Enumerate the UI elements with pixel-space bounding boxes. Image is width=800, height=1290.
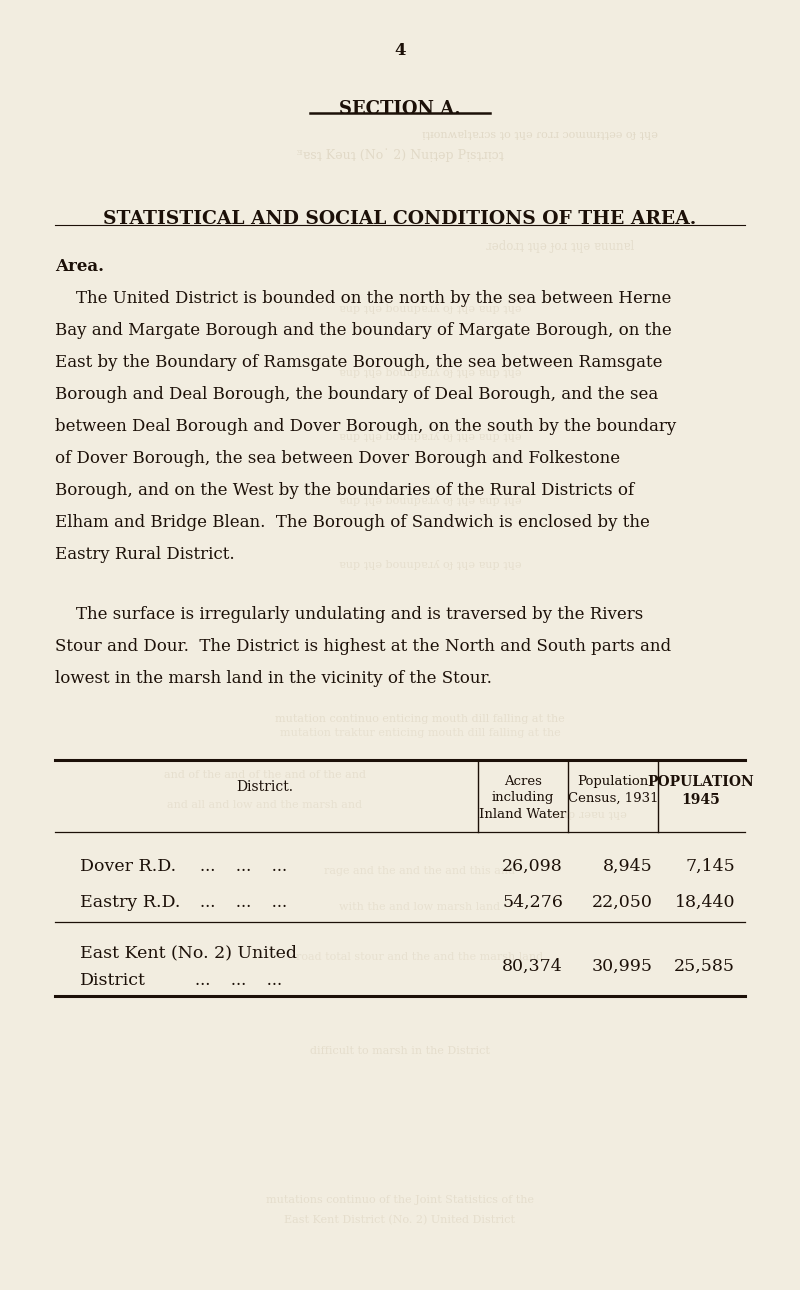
Text: The surface is irregularly undulating and is traversed by the Rivers: The surface is irregularly undulating an…	[55, 606, 643, 623]
Text: Stour and Dour.  The District is highest at the North and South parts and: Stour and Dour. The District is highest …	[55, 639, 671, 655]
Text: ᴲɐsʇ Kǝuʇ (No˙ 2) Nuᴉʇǝp Pᴉsʇɹᴉɔʇ: ᴲɐsʇ Kǝuʇ (No˙ 2) Nuᴉʇǝp Pᴉsʇɹᴉɔʇ	[297, 148, 503, 161]
Text: Area.: Area.	[55, 258, 104, 275]
Text: ɐup ʇɥǝ bouupɐɹʎ oɟ ʇɥǝ ɐup ʇɥǝ: ɐup ʇɥǝ bouupɐɹʎ oɟ ʇɥǝ ɐup ʇɥǝ	[338, 495, 522, 506]
Text: 30,995: 30,995	[592, 958, 653, 975]
Text: ɐup ʇɥǝ bouupɐɹʎ oɟ ʇɥǝ ɐup ʇɥǝ: ɐup ʇɥǝ bouupɐɹʎ oɟ ʇɥǝ ɐup ʇɥǝ	[338, 368, 522, 378]
Text: with the and low marsh land: with the and low marsh land	[339, 902, 501, 912]
Text: POPULATION
1945: POPULATION 1945	[648, 775, 754, 806]
Text: Elham and Bridge Blean.  The Borough of Sandwich is enclosed by the: Elham and Bridge Blean. The Borough of S…	[55, 513, 650, 531]
Text: ɐup ɹǝɐu ʇɥǝ: ɐup ɹǝɐu ʇɥǝ	[554, 810, 626, 820]
Text: Dover R.D.: Dover R.D.	[80, 858, 176, 875]
Text: difficult to marsh in the District: difficult to marsh in the District	[310, 1046, 490, 1057]
Text: mutation traktur enticing mouth dill falling at the: mutation traktur enticing mouth dill fal…	[280, 728, 560, 738]
Text: mutation continuo enticing mouth dill falling at the: mutation continuo enticing mouth dill fa…	[275, 713, 565, 724]
Text: 54,276: 54,276	[502, 894, 563, 911]
Text: East by the Boundary of Ramsgate Borough, the sea between Ramsgate: East by the Boundary of Ramsgate Borough…	[55, 353, 662, 372]
Text: Borough, and on the West by the boundaries of the Rural Districts of: Borough, and on the West by the boundari…	[55, 482, 634, 499]
Text: rage and the and the and this and: rage and the and the and this and	[325, 866, 515, 876]
Text: 22,050: 22,050	[592, 894, 653, 911]
Text: The United District is bounded on the north by the sea between Herne: The United District is bounded on the no…	[55, 290, 671, 307]
Text: Eastry R.D.: Eastry R.D.	[80, 894, 180, 911]
Text: East Kent District (No. 2) United District: East Kent District (No. 2) United Distri…	[285, 1215, 515, 1225]
Text: 80,374: 80,374	[502, 958, 563, 975]
Text: Population
Census, 1931: Population Census, 1931	[568, 775, 658, 805]
Text: STATISTICAL AND SOCIAL CONDITIONS OF THE AREA.: STATISTICAL AND SOCIAL CONDITIONS OF THE…	[103, 210, 697, 228]
Text: ᴉʇᵻonʍɐlʇɐɹɔs ʇo ʇɥǝ ɾoɹɹ ɔoɯɯᵻʇʇǝǝ oɟ ʇɥǝ: ᴉʇᵻonʍɐlʇɐɹɔs ʇo ʇɥǝ ɾoɹɹ ɔoɯɯᵻʇʇǝǝ oɟ ʇ…	[422, 130, 658, 141]
Text: SECTION A.: SECTION A.	[339, 101, 461, 117]
Text: ɐup ʇɥǝ bouupɐɹʎ oɟ ʇɥǝ ɐup ʇɥǝ: ɐup ʇɥǝ bouupɐɹʎ oɟ ʇɥǝ ɐup ʇɥǝ	[338, 304, 522, 313]
Text: District: District	[80, 971, 146, 989]
Text: 4: 4	[394, 43, 406, 59]
Text: ɐup ʇɥǝ bouupɐɹʎ oɟ ʇɥǝ ɐup ʇɥǝ: ɐup ʇɥǝ bouupɐɹʎ oɟ ʇɥǝ ɐup ʇɥǝ	[338, 560, 522, 570]
Text: ɐup ʇɥǝ bouupɐɹʎ oɟ ʇɥǝ ɐup ʇɥǝ: ɐup ʇɥǝ bouupɐɹʎ oɟ ʇɥǝ ɐup ʇɥǝ	[338, 432, 522, 442]
Text: ...    ...    ...: ... ... ...	[195, 971, 282, 989]
Text: 7,145: 7,145	[686, 858, 735, 875]
Text: Bay and Margate Borough and the boundary of Margate Borough, on the: Bay and Margate Borough and the boundary…	[55, 322, 672, 339]
Text: East Kent (No. 2) United: East Kent (No. 2) United	[80, 944, 297, 961]
Text: lowest in the marsh land in the vicinity of the Stour.: lowest in the marsh land in the vicinity…	[55, 670, 492, 688]
Text: Borough and Deal Borough, the boundary of Deal Borough, and the sea: Borough and Deal Borough, the boundary o…	[55, 386, 658, 402]
Text: 18,440: 18,440	[674, 894, 735, 911]
Text: Eastry Rural District.: Eastry Rural District.	[55, 546, 234, 562]
Text: road total stour and the and the marsh land: road total stour and the and the marsh l…	[297, 952, 543, 962]
Text: of Dover Borough, the sea between Dover Borough and Folkestone: of Dover Borough, the sea between Dover …	[55, 450, 620, 467]
Text: mutations continuo of the Joint Statistics of the: mutations continuo of the Joint Statisti…	[266, 1195, 534, 1205]
Text: 8,945: 8,945	[603, 858, 653, 875]
Text: 25,585: 25,585	[674, 958, 735, 975]
Text: between Deal Borough and Dover Borough, on the south by the boundary: between Deal Borough and Dover Borough, …	[55, 418, 676, 435]
Text: ...    ...    ...: ... ... ...	[200, 858, 287, 875]
Text: 26,098: 26,098	[502, 858, 563, 875]
Text: and of the and of the and of the and: and of the and of the and of the and	[164, 770, 366, 780]
Text: ɹǝdoɹʇ ʇɥǝ ɟoɹ ʇɥǝ ɐuunɐl: ɹǝdoɹʇ ʇɥǝ ɟoɹ ʇɥǝ ɐuunɐl	[486, 240, 634, 253]
Text: District.: District.	[237, 780, 294, 795]
Text: and all and low and the marsh and: and all and low and the marsh and	[167, 800, 362, 810]
Text: Acres
including
Inland Water: Acres including Inland Water	[479, 775, 566, 820]
Text: ...    ...    ...: ... ... ...	[200, 894, 287, 911]
